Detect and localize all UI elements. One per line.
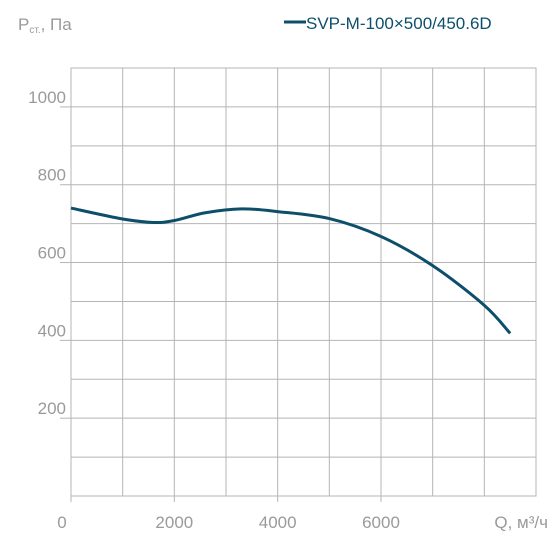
legend-label: SVP-M-100×500/450.6D: [306, 14, 492, 33]
y-axis-label: Pст., Па: [18, 15, 72, 36]
y-tick-label: 400: [38, 321, 66, 340]
x-tick-label: 6000: [362, 513, 400, 532]
y-label-sub: ст.: [29, 25, 40, 36]
plot-frame: [70, 67, 537, 497]
x-tick-label: 4000: [259, 513, 297, 532]
x-axis-label: Q, м³/ч: [494, 513, 548, 532]
x-tick-label: 0: [57, 513, 66, 532]
x-tick-label: 2000: [155, 513, 193, 532]
data-line: [70, 206, 512, 335]
y-label-main: P: [18, 15, 29, 34]
y-tick-label: 1000: [28, 88, 66, 107]
y-tick-label: 600: [38, 244, 66, 263]
y-tick-label: 200: [38, 399, 66, 418]
y-tick-label: 800: [38, 166, 66, 185]
y-label-unit: , Па: [41, 15, 73, 34]
